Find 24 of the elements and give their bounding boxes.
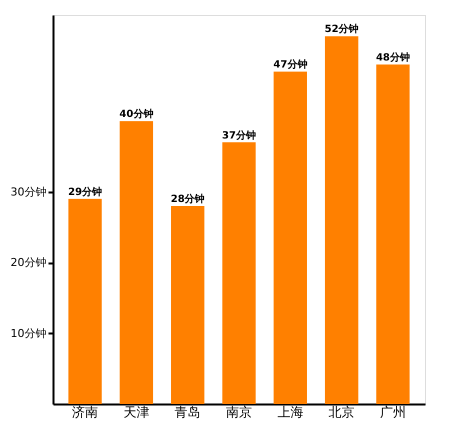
x-tick-label: 南京 — [226, 406, 252, 420]
bar — [222, 142, 256, 404]
y-tick-label: 30分钟 — [10, 185, 46, 198]
bar — [324, 36, 358, 404]
bar — [171, 206, 204, 404]
data-label: 48分钟 — [376, 52, 410, 64]
data-label: 37分钟 — [222, 129, 256, 142]
data-label: 29分钟 — [68, 186, 102, 198]
data-label: 52分钟 — [324, 23, 359, 36]
bar — [376, 64, 410, 404]
x-tick-label: 广州 — [380, 406, 406, 420]
x-tick-label: 北京 — [328, 406, 355, 420]
data-label: 40分钟 — [119, 108, 154, 120]
y-tick-label: 20分钟 — [10, 256, 46, 270]
x-tick-label: 天津 — [123, 406, 150, 420]
x-tick-label: 济南 — [72, 406, 98, 420]
y-tick-label: 10分钟 — [10, 326, 46, 340]
bar — [68, 198, 102, 404]
bar — [274, 72, 307, 404]
x-tick-label: 青岛 — [174, 406, 201, 420]
x-tick-label: 上海 — [277, 406, 304, 420]
data-label: 28分钟 — [170, 192, 205, 205]
bar — [120, 121, 154, 404]
data-label: 47分钟 — [273, 58, 308, 71]
